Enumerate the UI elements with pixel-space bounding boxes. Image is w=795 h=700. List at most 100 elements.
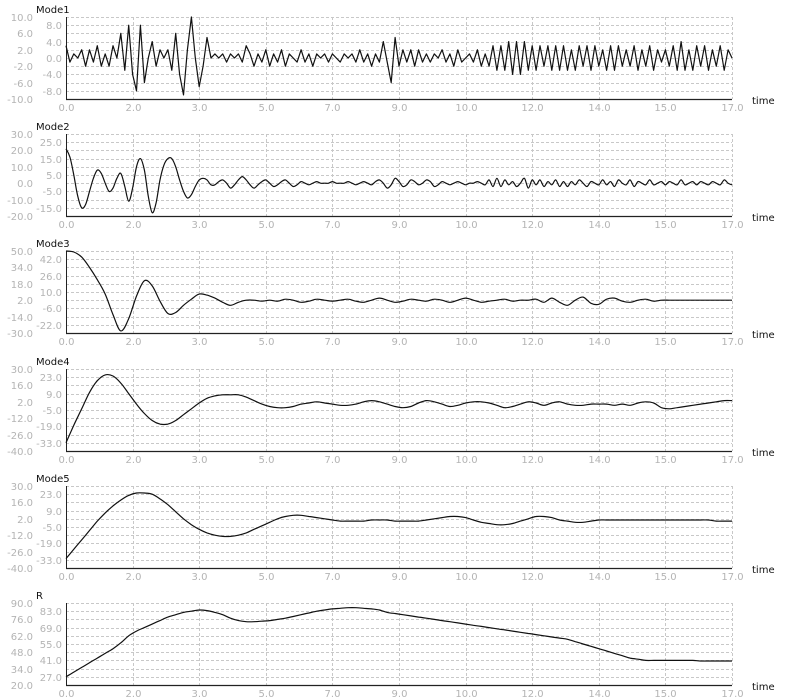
x-tick-label: 3.0 — [192, 689, 208, 700]
y-tick-label: -33.0 — [36, 556, 62, 567]
x-tick-label: 5.0 — [259, 337, 275, 348]
x-tick-label: 10.0 — [455, 220, 477, 231]
y-tick-label: 5.0 — [46, 171, 62, 182]
series-line-r — [65, 607, 732, 678]
x-tick-label: 9.0 — [392, 337, 408, 348]
y-tick-label: 20.0 — [11, 146, 33, 157]
x-tick-label: 12.0 — [521, 337, 543, 348]
y-tick-label: -5.0 — [42, 406, 62, 417]
x-tick-label: 2.0 — [126, 337, 142, 348]
y-tick-label: -5.0 — [42, 187, 62, 198]
y-tick-label: -2.0 — [13, 62, 33, 73]
x-tick-label: 5.0 — [259, 103, 275, 114]
x-tick-label: 5.0 — [259, 455, 275, 466]
y-tick-label: -19.0 — [36, 422, 62, 433]
x-tick-label: 10.0 — [455, 103, 477, 114]
y-tick-label: 8.0 — [46, 21, 62, 32]
y-tick-label: -40.0 — [7, 564, 33, 575]
x-tick-label: 7.0 — [325, 337, 341, 348]
series-line-mode2 — [65, 148, 733, 214]
series-line-mode3 — [65, 250, 732, 332]
y-tick-label: -15.0 — [36, 204, 62, 215]
x-tick-label: 7.0 — [325, 689, 341, 700]
x-tick-label: 2.0 — [126, 103, 142, 114]
x-tick-label: 17.0 — [721, 572, 743, 583]
x-axis-label: time — [752, 565, 775, 576]
x-tick-label: 10.0 — [455, 572, 477, 583]
x-tick-label: 7.0 — [325, 103, 341, 114]
y-tick-label: -6.0 — [13, 79, 33, 90]
x-tick-label: 15.0 — [654, 689, 676, 700]
x-tick-label: 17.0 — [721, 689, 743, 700]
y-tick-label: 23.0 — [40, 373, 62, 384]
x-tick-label: 14.0 — [588, 455, 610, 466]
y-tick-label: 25.0 — [40, 138, 62, 149]
y-tick-label: -26.0 — [7, 548, 33, 559]
panel-mode5: 30.0 23.0 16.0 9.0 2.0 -5.0 -12.0-19.0-26.0-33… — [7, 474, 774, 583]
x-tick-label: 3.0 — [192, 220, 208, 231]
y-tick-label: 2.0 — [17, 46, 33, 57]
x-tick-label: 7.0 — [325, 572, 341, 583]
y-tick-label: 10.0 — [11, 13, 33, 24]
x-tick-label: 15.0 — [654, 220, 676, 231]
x-tick-label: 10.0 — [455, 455, 477, 466]
panel-title: Mode4 — [36, 357, 70, 368]
y-tick-label: -19.0 — [36, 539, 62, 550]
x-tick-label: 15.0 — [654, 455, 676, 466]
y-tick-label: 30.0 — [11, 365, 33, 376]
y-tick-label: -5.0 — [42, 523, 62, 534]
x-tick-label: 9.0 — [392, 689, 408, 700]
y-tick-label: 10.0 — [11, 163, 33, 174]
x-tick-label: 17.0 — [721, 103, 743, 114]
panel-title: Mode5 — [36, 474, 70, 485]
y-tick-label: 48.0 — [11, 648, 33, 659]
x-tick-label: 17.0 — [721, 220, 743, 231]
y-tick-label: 2.0 — [17, 296, 33, 307]
y-tick-label: 16.0 — [11, 381, 33, 392]
y-tick-label: 4.0 — [46, 38, 62, 49]
y-tick-label: -33.0 — [36, 439, 62, 450]
y-tick-label: 6.0 — [17, 29, 33, 40]
x-tick-label: 9.0 — [392, 220, 408, 231]
x-tick-label: 15.0 — [654, 337, 676, 348]
y-tick-label: 42.0 — [40, 255, 62, 266]
y-tick-label: -26.0 — [7, 431, 33, 442]
x-tick-label: 5.0 — [259, 220, 275, 231]
y-tick-label: -30.0 — [7, 329, 33, 340]
y-tick-label: 30.0 — [11, 482, 33, 493]
x-tick-label: 12.0 — [521, 455, 543, 466]
y-tick-label: 90.0 — [11, 599, 33, 610]
y-tick-label: -6.0 — [42, 304, 62, 315]
x-tick-label: 17.0 — [721, 337, 743, 348]
series-line-mode4 — [65, 373, 733, 444]
y-tick-label: 2.0 — [17, 398, 33, 409]
x-tick-label: 2.0 — [126, 220, 142, 231]
y-tick-label: 9.0 — [46, 507, 62, 518]
x-tick-label: 12.0 — [521, 103, 543, 114]
x-tick-label: 0.0 — [59, 689, 75, 700]
y-tick-label: 15.0 — [40, 155, 62, 166]
panel-title: Mode3 — [36, 239, 70, 250]
x-axis-label: time — [752, 682, 775, 693]
x-axis-label: time — [752, 96, 775, 107]
y-tick-label: 34.0 — [11, 665, 33, 676]
x-tick-label: 2.0 — [126, 455, 142, 466]
y-tick-label: 20.0 — [11, 681, 33, 692]
x-tick-label: 15.0 — [654, 572, 676, 583]
y-tick-label: 76.0 — [11, 615, 33, 626]
x-tick-label: 10.0 — [455, 337, 477, 348]
y-tick-label: 34.0 — [11, 263, 33, 274]
x-tick-label: 2.0 — [126, 689, 142, 700]
x-tick-label: 3.0 — [192, 572, 208, 583]
y-tick-label: 10.0 — [40, 288, 62, 299]
y-tick-label: 2.0 — [17, 515, 33, 526]
x-tick-label: 3.0 — [192, 103, 208, 114]
x-tick-label: 17.0 — [721, 455, 743, 466]
panel-mode2: 30.0 25.0 20.0 15.0 10.0 5.0 0.0 -5.0 -10.0-15.0… — [7, 122, 774, 231]
y-tick-label: -12.0 — [7, 414, 33, 425]
x-tick-label: 2.0 — [126, 572, 142, 583]
x-tick-label: 9.0 — [392, 455, 408, 466]
y-tick-label: 0.0 — [17, 179, 33, 190]
y-tick-label: -22.0 — [36, 321, 62, 332]
y-tick-label: 55.0 — [40, 640, 62, 651]
